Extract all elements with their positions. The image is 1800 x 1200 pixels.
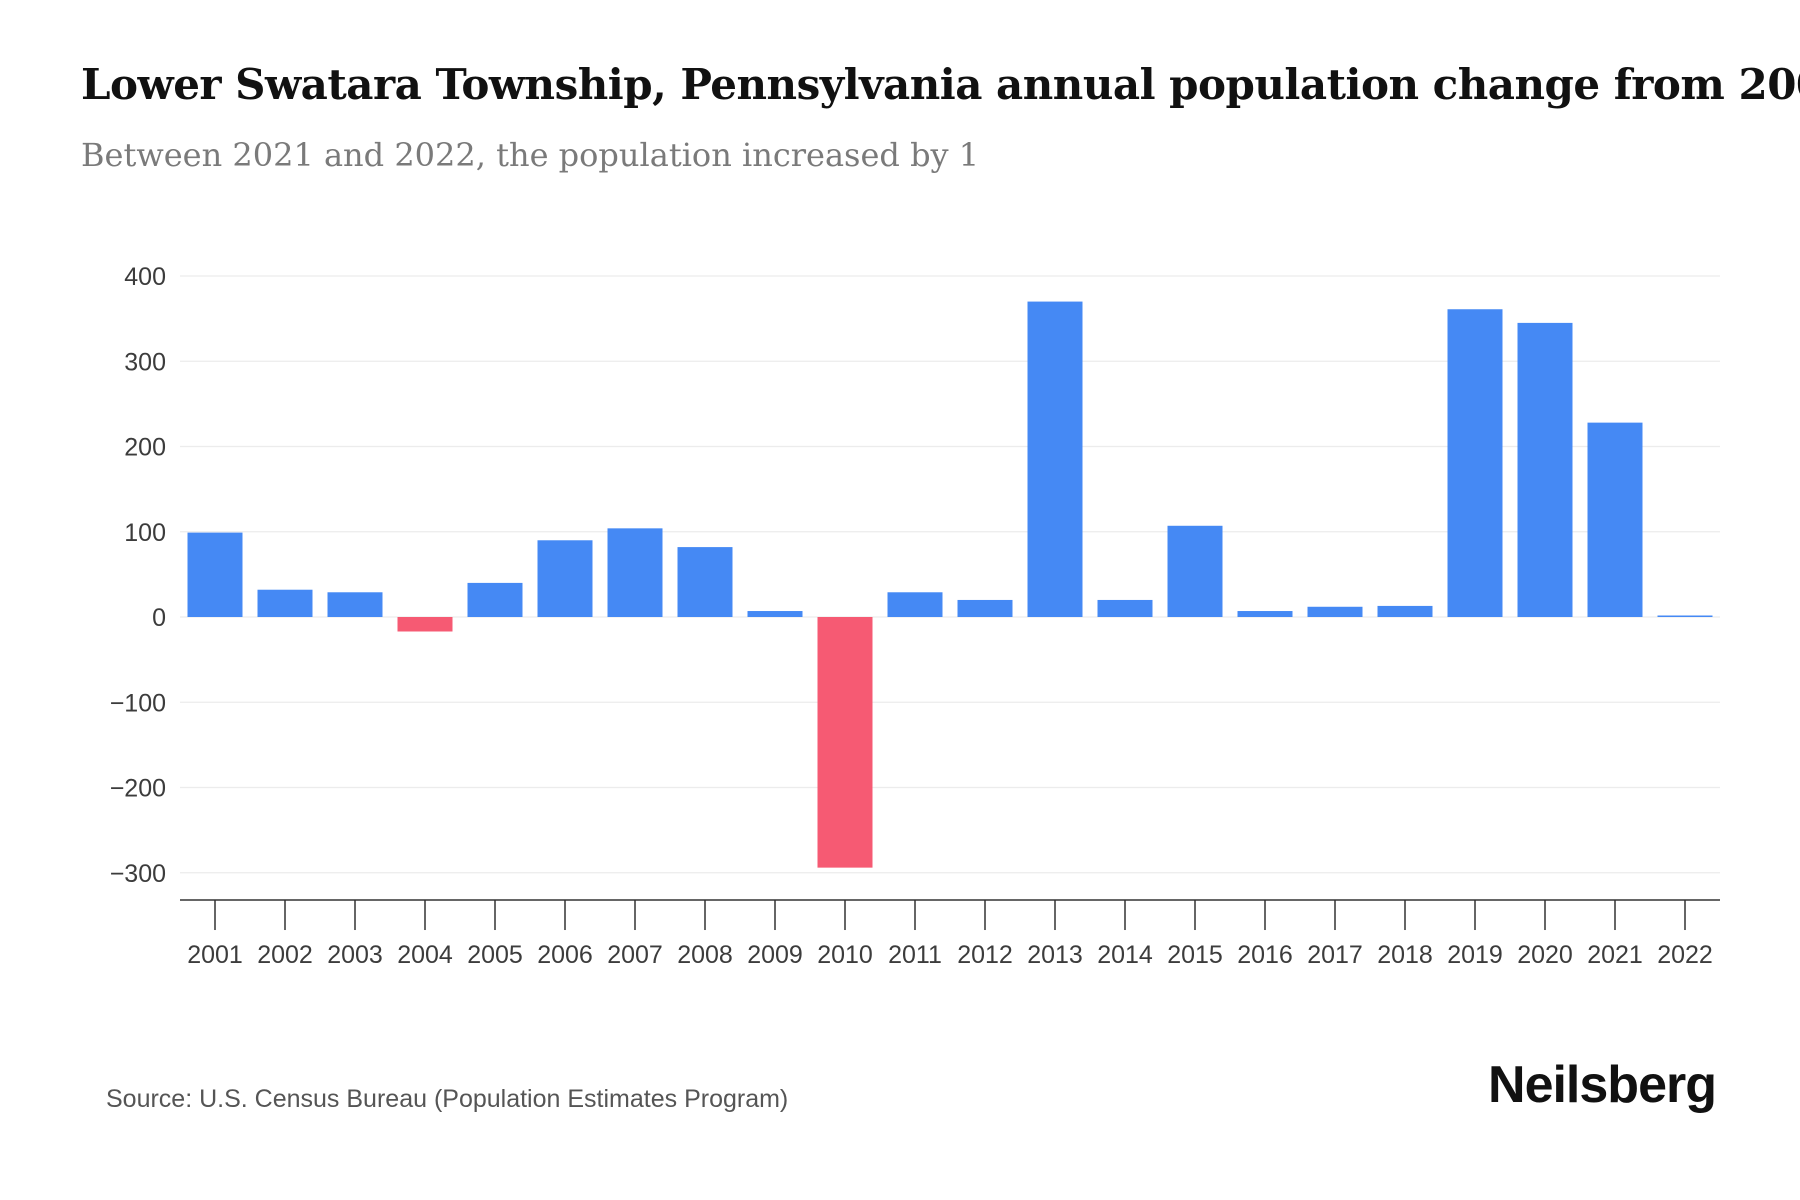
bar-2021 (1587, 422, 1643, 617)
y-tick-label: 200 (124, 434, 166, 462)
bar-2005 (467, 582, 523, 617)
bar-2003 (327, 592, 383, 617)
source-note: Source: U.S. Census Bureau (Population E… (106, 1085, 789, 1113)
bar-2011 (887, 592, 943, 617)
x-tick-label: 2012 (957, 941, 1013, 969)
bar-2013 (1027, 301, 1083, 617)
bar-2004 (397, 617, 453, 632)
bar-2016 (1237, 611, 1293, 617)
y-tick-label: 400 (124, 263, 166, 291)
x-tick-label: 2021 (1587, 941, 1643, 969)
x-axis: 2001 2002 2003 2004 2005 2006 2007 2008 2009 2010… (180, 899, 1720, 969)
y-tick-label: −200 (110, 775, 166, 803)
bar-2008 (677, 547, 733, 617)
x-tick-label: 2007 (607, 941, 663, 969)
bar-2018 (1377, 605, 1433, 617)
bar-2010 (817, 617, 873, 868)
bar-2022 (1657, 615, 1713, 617)
x-tick-label: 2001 (187, 941, 243, 969)
x-tick-label: 2009 (747, 941, 803, 969)
bar-2001 (187, 532, 243, 617)
x-tick-label: 2008 (677, 941, 733, 969)
x-tick-label: 2005 (467, 941, 523, 969)
x-tick-label: 2016 (1237, 941, 1293, 969)
bar-2015 (1167, 525, 1223, 617)
x-tick-label: 2019 (1447, 941, 1503, 969)
bar-2020 (1517, 322, 1573, 617)
x-tick-label: 2015 (1167, 941, 1223, 969)
y-tick-label: 100 (124, 519, 166, 547)
bar-2006 (537, 540, 593, 617)
x-tick-label: 2004 (397, 941, 453, 969)
x-tick-label: 2014 (1097, 941, 1153, 969)
y-tick-label: −100 (110, 689, 166, 717)
bar-2009 (747, 611, 803, 617)
x-tick-label: 2022 (1657, 941, 1713, 969)
x-tick-label: 2018 (1377, 941, 1433, 969)
x-tick-label: 2003 (327, 941, 383, 969)
bar-2007 (607, 528, 663, 617)
chart-title: Lower Swatara Township, Pennsylvania ann… (81, 60, 1800, 109)
x-tick-label: 2017 (1307, 941, 1363, 969)
chart-subtitle: Between 2021 and 2022, the population in… (81, 136, 980, 174)
x-tick-label: 2020 (1517, 941, 1573, 969)
bar-2014 (1097, 599, 1153, 617)
bar-2017 (1307, 606, 1363, 617)
brand-logo: Neilsberg (1488, 1056, 1717, 1114)
bar-2012 (957, 599, 1013, 617)
y-tick-label: 0 (152, 604, 166, 632)
y-axis-tick-labels: 400 300 200 100 0 −100 −200 −300 (110, 263, 166, 888)
y-tick-label: 300 (124, 348, 166, 376)
x-tick-label: 2002 (257, 941, 313, 969)
bar-2002 (257, 589, 313, 617)
x-tick-label: 2013 (1027, 941, 1083, 969)
x-tick-label: 2010 (817, 941, 873, 969)
y-tick-label: −300 (110, 860, 166, 888)
bars (187, 301, 1713, 868)
bar-2019 (1447, 309, 1503, 617)
x-tick-label: 2011 (888, 941, 942, 969)
x-tick-label: 2006 (537, 941, 593, 969)
